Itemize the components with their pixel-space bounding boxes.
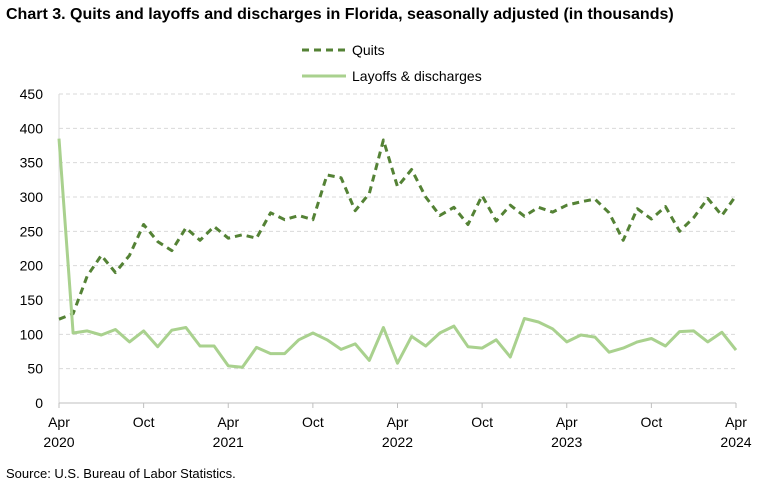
x-tick-label-month: Apr — [48, 414, 70, 430]
chart-title: Chart 3. Quits and layoffs and discharge… — [6, 6, 674, 23]
x-tick-label-year: 2022 — [382, 434, 413, 450]
legend: Quits Layoffs & discharges — [302, 42, 482, 84]
x-tick-label-month: Oct — [471, 414, 493, 430]
x-tick-label-month: Apr — [217, 414, 239, 430]
y-tick-label: 400 — [20, 120, 44, 136]
series-line-quits — [58, 138, 738, 321]
y-tick-label: 300 — [20, 189, 44, 205]
x-tick-label-month: Oct — [302, 414, 324, 430]
x-axis-ticks: Apr 2020 Oct Apr 2021 Oct Apr 2022 Oct Apr 2023 Oct… — [43, 403, 752, 450]
x-tick-label-month: Oct — [640, 414, 662, 430]
x-tick-label-month: Apr — [725, 414, 747, 430]
y-tick-label: 250 — [20, 223, 44, 239]
legend-label-layoffs-discharges: Layoffs & discharges — [352, 68, 482, 84]
series-lines — [57, 138, 738, 369]
source-note: Source: U.S. Bureau of Labor Statistics. — [6, 466, 236, 481]
series-line-layoffs-discharges — [57, 138, 738, 369]
y-tick-label: 450 — [20, 86, 44, 102]
x-tick-label-month: Oct — [133, 414, 155, 430]
y-axis-ticks: 0 50 100 150 200 250 300 350 400 450 — [20, 86, 44, 411]
y-tick-label: 150 — [20, 292, 44, 308]
y-tick-label: 200 — [20, 258, 44, 274]
y-tick-label: 350 — [20, 155, 44, 171]
x-tick-label-month: Apr — [387, 414, 409, 430]
x-tick-label-year: 2024 — [720, 434, 751, 450]
y-tick-label: 0 — [35, 395, 43, 411]
y-tick-label: 50 — [27, 361, 43, 377]
x-tick-label-month: Apr — [556, 414, 578, 430]
y-tick-label: 100 — [20, 326, 44, 342]
x-tick-label-year: 2023 — [551, 434, 582, 450]
gridlines — [58, 93, 736, 404]
legend-label-quits: Quits — [352, 42, 385, 58]
x-tick-label-year: 2021 — [213, 434, 244, 450]
x-tick-label-year: 2020 — [43, 434, 74, 450]
